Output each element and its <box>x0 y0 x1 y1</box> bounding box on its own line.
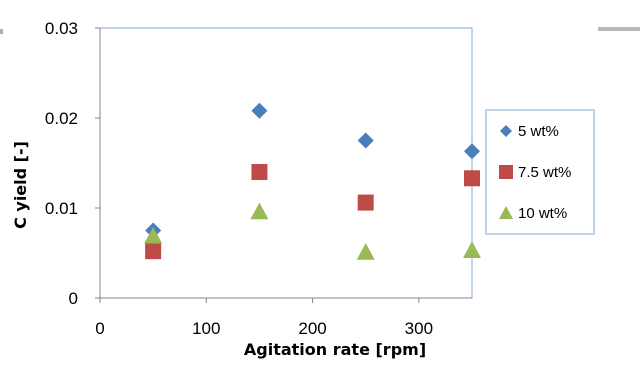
data-point-diamond <box>357 132 374 149</box>
legend-label: 7.5 wt% <box>518 164 571 181</box>
data-point-triangle <box>144 226 163 244</box>
x-tick-label: 300 <box>405 319 433 338</box>
x-tick-label: 100 <box>192 319 220 338</box>
data-point-diamond <box>464 143 480 160</box>
right-edge-fragment <box>598 27 640 31</box>
data-points <box>144 102 481 260</box>
plot-area <box>99 27 473 299</box>
legend: 5 wt% 7.5 wt% 10 wt% <box>485 109 595 235</box>
data-point-diamond <box>251 102 268 119</box>
x-axis-title: Agitation rate [rpm] <box>244 340 426 359</box>
y-tick-label: 0 <box>69 289 78 308</box>
x-tick-label: 0 <box>95 319 104 338</box>
data-point-triangle <box>356 243 375 260</box>
y-tick-label: 0.02 <box>45 109 78 128</box>
legend-marker-triangle <box>499 206 513 219</box>
x-tick-label: 200 <box>298 319 326 338</box>
legend-label: 5 wt% <box>518 123 559 140</box>
left-edge-fragment <box>0 29 3 34</box>
data-point-square <box>464 170 480 187</box>
axis-ticks: 0 100 200 300 0 0.01 0.02 0.03 <box>45 19 433 338</box>
data-point-square <box>251 164 268 180</box>
y-axis-title: C yield [-] <box>11 141 30 229</box>
legend-marker-square <box>499 165 513 179</box>
data-point-triangle <box>250 202 269 220</box>
legend-marker-diamond <box>500 125 512 137</box>
data-point-square <box>145 243 162 260</box>
data-point-triangle <box>463 241 481 258</box>
legend-label: 10 wt% <box>518 205 567 222</box>
data-point-square <box>357 194 374 211</box>
y-tick-label: 0.01 <box>45 199 78 218</box>
y-tick-label: 0.03 <box>45 19 78 38</box>
